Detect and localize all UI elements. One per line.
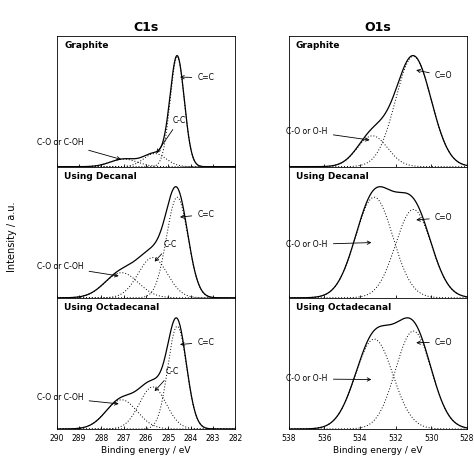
Title: O1s: O1s	[365, 21, 391, 35]
X-axis label: Binding energy / eV: Binding energy / eV	[333, 446, 422, 455]
Text: C-O or O-H: C-O or O-H	[286, 127, 369, 141]
Text: C-C: C-C	[155, 240, 177, 261]
Text: C-O or C-OH: C-O or C-OH	[37, 393, 118, 405]
Text: Intensity / a.u.: Intensity / a.u.	[7, 202, 17, 272]
Text: Using Octadecanal: Using Octadecanal	[296, 303, 391, 312]
Text: Using Decanal: Using Decanal	[296, 172, 368, 181]
Text: C=C: C=C	[181, 73, 214, 82]
Text: Graphite: Graphite	[296, 41, 340, 50]
Text: C=C: C=C	[181, 338, 214, 347]
Text: C=O: C=O	[417, 69, 452, 80]
Text: C-C: C-C	[157, 116, 186, 153]
Title: C1s: C1s	[133, 21, 159, 35]
Text: C=O: C=O	[417, 338, 452, 347]
Text: Using Decanal: Using Decanal	[64, 172, 137, 181]
Text: C-O or O-H: C-O or O-H	[286, 240, 371, 249]
Text: Graphite: Graphite	[64, 41, 109, 50]
Text: C-O or C-OH: C-O or C-OH	[37, 262, 118, 277]
Text: C-C: C-C	[155, 367, 179, 391]
Text: Using Octadecanal: Using Octadecanal	[64, 303, 159, 312]
Text: C-O or C-OH: C-O or C-OH	[37, 138, 120, 160]
Text: C=C: C=C	[181, 210, 214, 219]
X-axis label: Binding energy / eV: Binding energy / eV	[101, 446, 191, 455]
Text: C=O: C=O	[417, 213, 452, 222]
Text: C-O or O-H: C-O or O-H	[286, 374, 371, 383]
